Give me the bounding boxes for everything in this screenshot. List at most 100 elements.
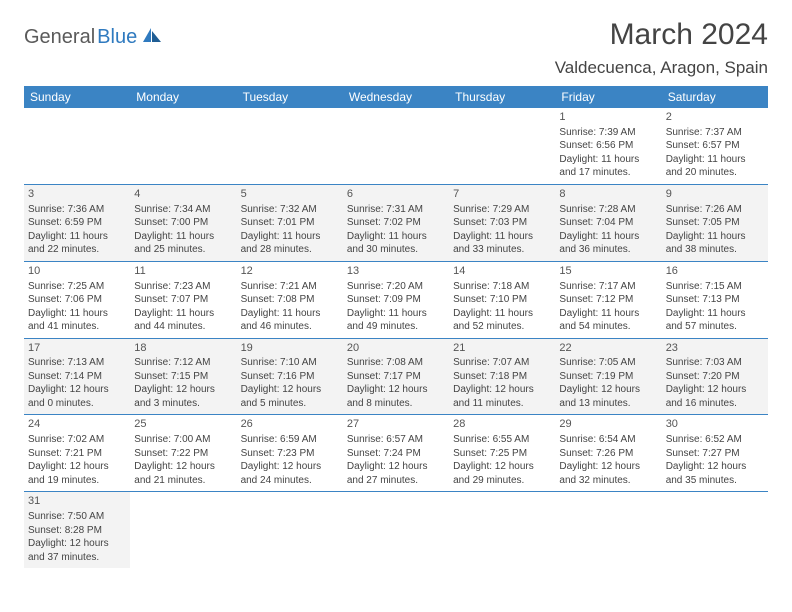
day-number: 4 [134,187,232,202]
daylight-text: and 30 minutes. [347,243,445,257]
calendar-week-row: 10Sunrise: 7:25 AMSunset: 7:06 PMDayligh… [24,261,768,338]
calendar-day-cell: 11Sunrise: 7:23 AMSunset: 7:07 PMDayligh… [130,261,236,338]
sunset-text: Sunset: 7:00 PM [134,216,232,230]
day-number: 13 [347,264,445,279]
sunset-text: Sunset: 7:08 PM [241,293,339,307]
daylight-text: and 38 minutes. [666,243,764,257]
calendar-day-cell [130,492,236,568]
daylight-text: and 13 minutes. [559,397,657,411]
daylight-text: Daylight: 11 hours [347,230,445,244]
calendar-day-cell: 22Sunrise: 7:05 AMSunset: 7:19 PMDayligh… [555,338,661,415]
calendar-day-cell: 21Sunrise: 7:07 AMSunset: 7:18 PMDayligh… [449,338,555,415]
calendar-day-cell [343,492,449,568]
sunset-text: Sunset: 7:12 PM [559,293,657,307]
sunrise-text: Sunrise: 7:18 AM [453,280,551,294]
sunrise-text: Sunrise: 7:36 AM [28,203,126,217]
day-number: 28 [453,417,551,432]
daylight-text: Daylight: 12 hours [559,383,657,397]
sunset-text: Sunset: 7:02 PM [347,216,445,230]
daylight-text: and 36 minutes. [559,243,657,257]
daylight-text: and 20 minutes. [666,166,764,180]
day-number: 22 [559,341,657,356]
sunrise-text: Sunrise: 7:28 AM [559,203,657,217]
day-number: 26 [241,417,339,432]
calendar-day-cell: 29Sunrise: 6:54 AMSunset: 7:26 PMDayligh… [555,415,661,492]
day-number: 9 [666,187,764,202]
weekday-header: Sunday [24,86,130,108]
sunset-text: Sunset: 7:27 PM [666,447,764,461]
day-number: 27 [347,417,445,432]
calendar-day-cell: 20Sunrise: 7:08 AMSunset: 7:17 PMDayligh… [343,338,449,415]
day-number: 24 [28,417,126,432]
calendar-day-cell: 1Sunrise: 7:39 AMSunset: 6:56 PMDaylight… [555,108,661,184]
day-number: 31 [28,494,126,509]
day-number: 11 [134,264,232,279]
daylight-text: Daylight: 11 hours [559,230,657,244]
daylight-text: and 52 minutes. [453,320,551,334]
calendar-day-cell: 17Sunrise: 7:13 AMSunset: 7:14 PMDayligh… [24,338,130,415]
sunset-text: Sunset: 7:23 PM [241,447,339,461]
sunrise-text: Sunrise: 7:17 AM [559,280,657,294]
daylight-text: and 44 minutes. [134,320,232,334]
sunset-text: Sunset: 6:57 PM [666,139,764,153]
calendar-day-cell: 8Sunrise: 7:28 AMSunset: 7:04 PMDaylight… [555,184,661,261]
sunset-text: Sunset: 7:13 PM [666,293,764,307]
daylight-text: Daylight: 12 hours [241,383,339,397]
sunset-text: Sunset: 7:15 PM [134,370,232,384]
daylight-text: Daylight: 11 hours [28,307,126,321]
day-number: 7 [453,187,551,202]
day-number: 12 [241,264,339,279]
day-number: 21 [453,341,551,356]
daylight-text: Daylight: 11 hours [666,230,764,244]
calendar-day-cell: 16Sunrise: 7:15 AMSunset: 7:13 PMDayligh… [662,261,768,338]
calendar-day-cell [24,108,130,184]
sunset-text: Sunset: 7:09 PM [347,293,445,307]
calendar-day-cell: 23Sunrise: 7:03 AMSunset: 7:20 PMDayligh… [662,338,768,415]
sunrise-text: Sunrise: 7:31 AM [347,203,445,217]
logo-text-blue: Blue [97,26,137,49]
sunrise-text: Sunrise: 7:34 AM [134,203,232,217]
day-number: 25 [134,417,232,432]
weekday-header: Thursday [449,86,555,108]
location: Valdecuenca, Aragon, Spain [555,58,768,78]
calendar-week-row: 31Sunrise: 7:50 AMSunset: 8:28 PMDayligh… [24,492,768,568]
calendar-day-cell [449,108,555,184]
day-number: 10 [28,264,126,279]
day-number: 14 [453,264,551,279]
daylight-text: Daylight: 11 hours [241,307,339,321]
calendar-table: SundayMondayTuesdayWednesdayThursdayFrid… [24,86,768,568]
sunrise-text: Sunrise: 7:12 AM [134,356,232,370]
daylight-text: and 46 minutes. [241,320,339,334]
daylight-text: and 33 minutes. [453,243,551,257]
daylight-text: and 19 minutes. [28,474,126,488]
daylight-text: and 28 minutes. [241,243,339,257]
sunrise-text: Sunrise: 7:23 AM [134,280,232,294]
calendar-day-cell: 19Sunrise: 7:10 AMSunset: 7:16 PMDayligh… [237,338,343,415]
sunset-text: Sunset: 7:24 PM [347,447,445,461]
calendar-day-cell: 6Sunrise: 7:31 AMSunset: 7:02 PMDaylight… [343,184,449,261]
sunrise-text: Sunrise: 6:54 AM [559,433,657,447]
daylight-text: Daylight: 12 hours [241,460,339,474]
calendar-day-cell: 27Sunrise: 6:57 AMSunset: 7:24 PMDayligh… [343,415,449,492]
sunset-text: Sunset: 7:05 PM [666,216,764,230]
day-number: 8 [559,187,657,202]
calendar-day-cell: 2Sunrise: 7:37 AMSunset: 6:57 PMDaylight… [662,108,768,184]
sunrise-text: Sunrise: 6:52 AM [666,433,764,447]
sunrise-text: Sunrise: 6:59 AM [241,433,339,447]
sunset-text: Sunset: 7:22 PM [134,447,232,461]
sunrise-text: Sunrise: 7:20 AM [347,280,445,294]
daylight-text: and 54 minutes. [559,320,657,334]
daylight-text: Daylight: 11 hours [347,307,445,321]
sunrise-text: Sunrise: 7:02 AM [28,433,126,447]
sunrise-text: Sunrise: 6:55 AM [453,433,551,447]
sunset-text: Sunset: 7:21 PM [28,447,126,461]
calendar-day-cell [130,108,236,184]
sunrise-text: Sunrise: 7:26 AM [666,203,764,217]
day-number: 20 [347,341,445,356]
calendar-day-cell [237,492,343,568]
calendar-day-cell: 12Sunrise: 7:21 AMSunset: 7:08 PMDayligh… [237,261,343,338]
sunset-text: Sunset: 7:16 PM [241,370,339,384]
weekday-header-row: SundayMondayTuesdayWednesdayThursdayFrid… [24,86,768,108]
sunset-text: Sunset: 8:28 PM [28,524,126,538]
sunrise-text: Sunrise: 7:37 AM [666,126,764,140]
